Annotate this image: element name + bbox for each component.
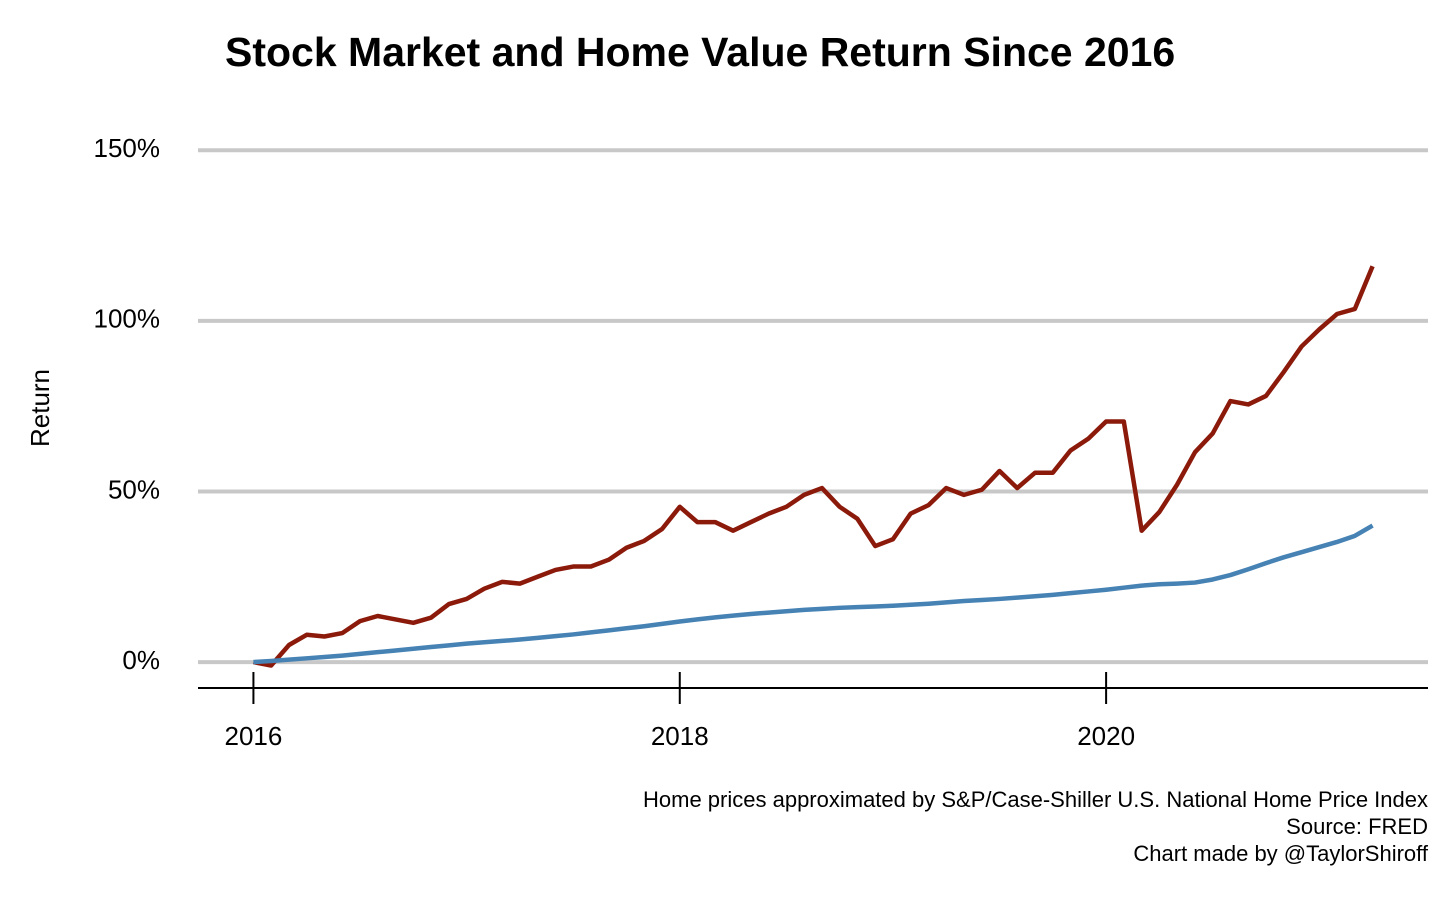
y-tick-label: 0% [122, 645, 160, 675]
footnote: Home prices approximated by S&P/Case-Shi… [643, 787, 1428, 812]
y-tick-label: 150% [94, 133, 161, 163]
footnote: Source: FRED [1286, 814, 1428, 839]
y-axis-label: Return [25, 369, 55, 447]
footnote: Chart made by @TaylorShiroff [1133, 841, 1428, 866]
series-line [252, 265, 1375, 668]
y-tick-label: 50% [108, 474, 160, 504]
x-tick-label: 2020 [1077, 721, 1135, 751]
series-line [253, 523, 1374, 665]
y-tick-label: 100% [94, 304, 161, 334]
x-tick-label: 2016 [225, 721, 283, 751]
x-tick-label: 2018 [651, 721, 709, 751]
chart-title: Stock Market and Home Value Return Since… [225, 29, 1175, 75]
